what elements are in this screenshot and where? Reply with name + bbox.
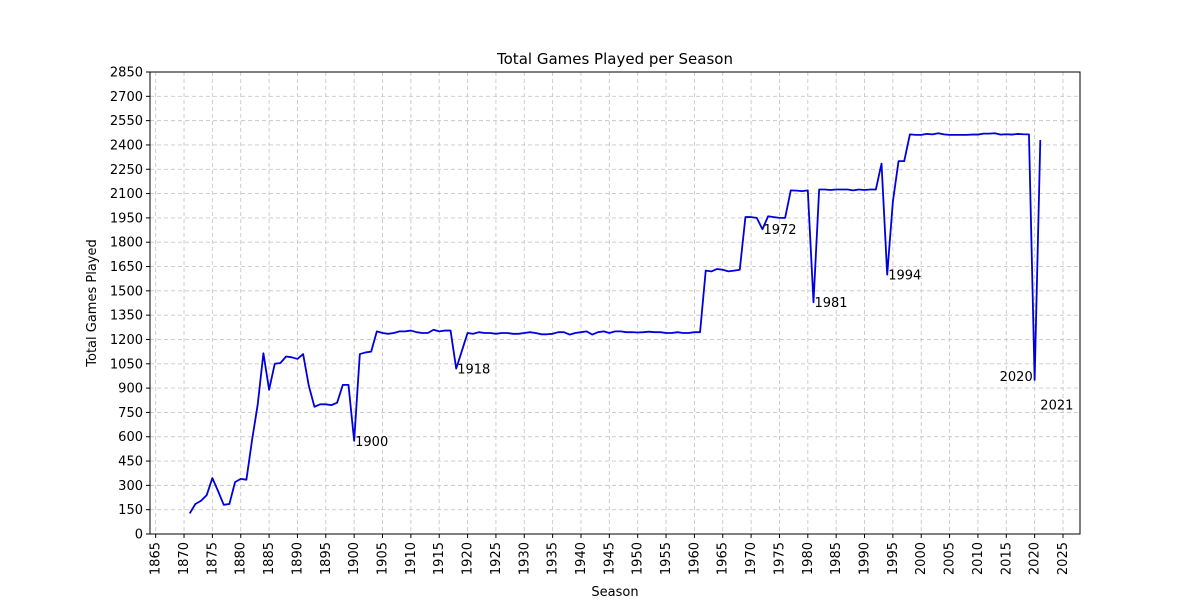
y-axis: 0 150 300 450 600 750 900 1050 1200 1350 1500 1650 1… xyxy=(110,66,150,543)
x-tick-label: 1910 xyxy=(404,542,419,575)
y-tick-label: 0 xyxy=(135,528,143,543)
x-tick-label: 1930 xyxy=(517,542,532,575)
y-tick-label: 1050 xyxy=(110,357,143,372)
annotation-label: 1994 xyxy=(888,269,921,284)
y-tick-label: 2250 xyxy=(110,163,143,178)
annotation-label: 1981 xyxy=(814,296,847,311)
y-tick-label: 2550 xyxy=(110,114,143,129)
y-tick-label: 600 xyxy=(118,430,143,445)
x-tick-label: 1985 xyxy=(829,542,844,575)
x-tick-label: 1900 xyxy=(347,542,362,575)
y-axis-label: Total Games Played xyxy=(85,239,100,367)
y-tick-label: 900 xyxy=(118,382,143,397)
x-tick-label: 2025 xyxy=(1056,542,1071,575)
x-tick-label: 1965 xyxy=(716,542,731,575)
x-tick-label: 1970 xyxy=(744,542,759,575)
y-tick-label: 2700 xyxy=(110,90,143,105)
x-tick-label: 1940 xyxy=(574,542,589,575)
annotation-label: 1918 xyxy=(457,363,490,378)
y-tick-label: 2400 xyxy=(110,138,143,153)
x-axis: 1865 1870 1875 1880 1885 1890 1895 1900 1905 1910… xyxy=(149,534,1071,575)
x-tick-label: 2000 xyxy=(914,542,929,575)
annotation-label: 2020 xyxy=(1000,370,1033,385)
plot-frame xyxy=(149,71,1081,535)
x-axis-label: Season xyxy=(591,585,638,600)
y-tick-label: 450 xyxy=(118,455,143,470)
x-tick-label: 1980 xyxy=(801,542,816,575)
series-layer xyxy=(188,132,1042,514)
grid-layer xyxy=(150,71,1080,535)
y-tick-label: 750 xyxy=(118,406,143,421)
x-tick-label: 1925 xyxy=(489,542,504,575)
x-tick-label: 1865 xyxy=(149,542,164,575)
annotation-label: 1900 xyxy=(355,435,388,450)
x-tick-label: 1945 xyxy=(602,542,617,575)
x-tick-label: 1875 xyxy=(205,542,220,575)
x-tick-label: 1995 xyxy=(886,542,901,575)
y-tick-label: 2100 xyxy=(110,187,143,202)
x-tick-label: 1885 xyxy=(262,542,277,575)
y-tick-label: 150 xyxy=(118,503,143,518)
x-tick-label: 1920 xyxy=(461,542,476,575)
series-line xyxy=(188,132,1042,514)
x-tick-label: 1905 xyxy=(376,542,391,575)
y-tick-label: 300 xyxy=(118,479,143,494)
y-tick-label: 1500 xyxy=(110,284,143,299)
x-tick-label: 1960 xyxy=(687,542,702,575)
x-tick-label: 1935 xyxy=(546,542,561,575)
y-tick-label: 1800 xyxy=(110,236,143,251)
x-tick-label: 1975 xyxy=(772,542,787,575)
x-tick-label: 1990 xyxy=(858,542,873,575)
x-tick-label: 1880 xyxy=(234,542,249,575)
y-tick-label: 1350 xyxy=(110,309,143,324)
x-tick-label: 1950 xyxy=(631,542,646,575)
y-tick-label: 1650 xyxy=(110,260,143,275)
x-tick-label: 1955 xyxy=(659,542,674,575)
x-tick-label: 2015 xyxy=(999,542,1014,575)
x-tick-label: 1870 xyxy=(177,542,192,575)
y-tick-label: 1200 xyxy=(110,333,143,348)
x-tick-label: 2005 xyxy=(943,542,958,575)
x-tick-label: 2020 xyxy=(1028,542,1043,575)
chart-title: Total Games Played per Season xyxy=(496,50,733,68)
annotation-label: 2021 xyxy=(1040,398,1073,413)
x-tick-label: 1890 xyxy=(290,542,305,575)
x-tick-label: 1895 xyxy=(319,542,334,575)
annotation-layer: 1900 1918 1972 1981 1994 2020 2021 xyxy=(355,223,1073,450)
x-tick-label: 1915 xyxy=(432,542,447,575)
x-tick-label: 2010 xyxy=(971,542,986,575)
y-tick-label: 2850 xyxy=(110,66,143,81)
y-tick-label: 1950 xyxy=(110,211,143,226)
annotation-label: 1972 xyxy=(763,223,796,238)
